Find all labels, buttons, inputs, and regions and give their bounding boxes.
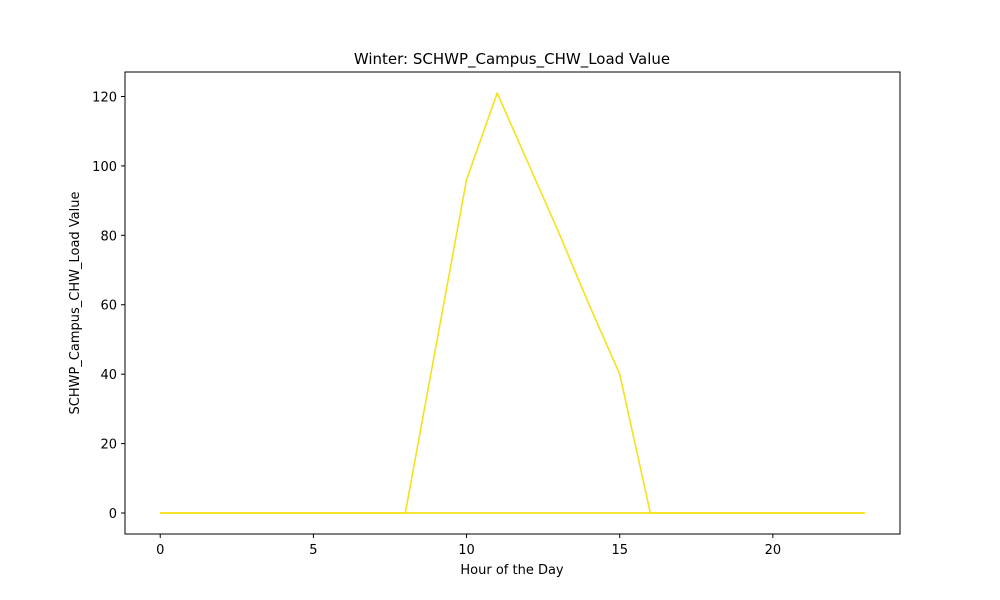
y-tick-label: 40 <box>100 368 117 383</box>
y-axis-ticks: 0 20 40 60 80 100 120 <box>92 90 125 522</box>
x-axis-label: Hour of the Day <box>460 563 564 578</box>
x-tick-label: 5 <box>309 543 317 558</box>
series-line-main <box>160 92 865 514</box>
y-tick-label: 120 <box>92 90 117 105</box>
series-layer <box>160 92 865 514</box>
y-tick-label: 100 <box>92 160 117 175</box>
y-tick-label: 20 <box>100 438 117 453</box>
y-tick-label: 0 <box>109 507 117 522</box>
x-tick-label: 15 <box>611 543 628 558</box>
x-tick-label: 20 <box>765 543 782 558</box>
plot-frame <box>124 71 901 535</box>
chart-title: Winter: SCHWP_Campus_CHW_Load Value <box>354 50 670 69</box>
x-axis-ticks: 0 5 10 15 20 <box>156 534 781 558</box>
x-tick-label: 10 <box>458 543 475 558</box>
y-tick-label: 60 <box>100 299 117 314</box>
y-axis-label: SCHWP_Campus_CHW_Load Value <box>68 192 83 415</box>
x-tick-label: 0 <box>156 543 164 558</box>
y-tick-label: 80 <box>100 229 117 244</box>
